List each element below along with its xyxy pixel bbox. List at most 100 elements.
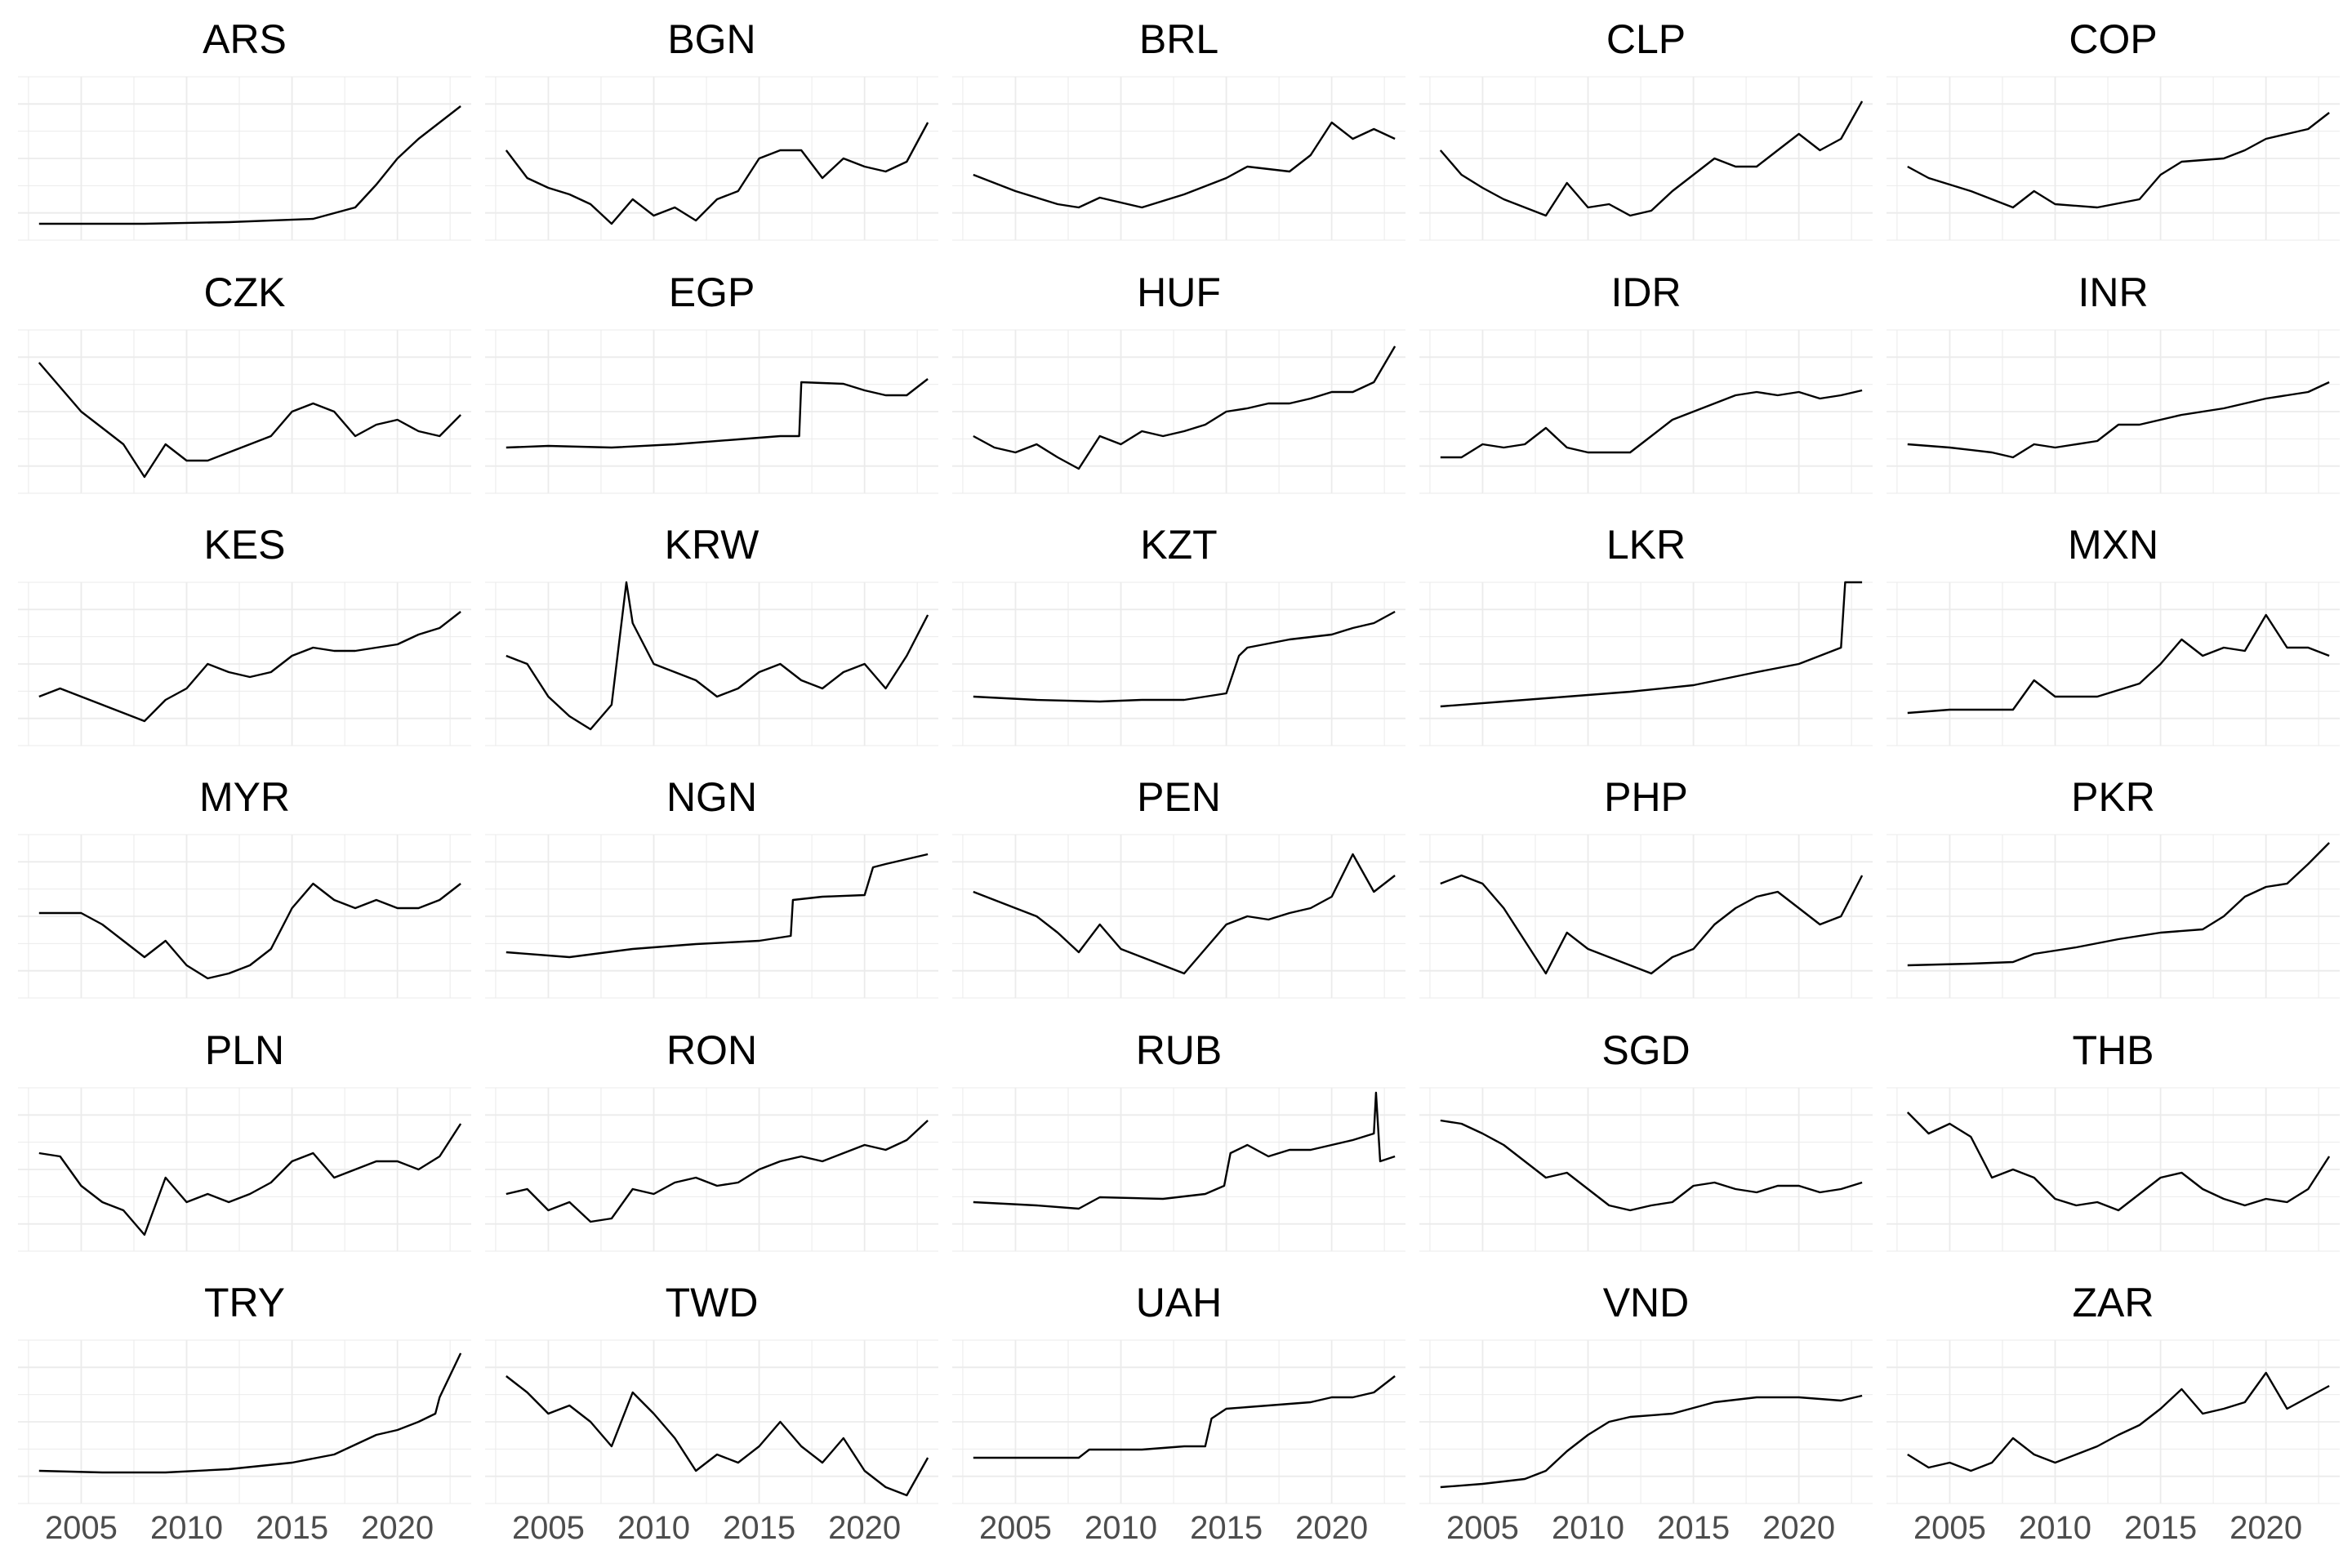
- panel-title: KES: [203, 522, 285, 568]
- panel-grid: [1419, 581, 1873, 746]
- panel-idr: IDR: [1419, 270, 1873, 494]
- panel-title: BRL: [1139, 16, 1218, 62]
- panel-grid: [18, 1339, 471, 1504]
- series-line-clp: [1439, 100, 1864, 217]
- panel-grid: [1419, 834, 1873, 999]
- panel-title: CLP: [1606, 16, 1686, 62]
- panel-try: TRY 2005 2010 2015 2020: [18, 1280, 471, 1546]
- panel-clp: CLP: [1419, 16, 1873, 241]
- panel-title: IDR: [1610, 270, 1681, 315]
- panel-title: PKR: [2071, 774, 2155, 820]
- panel-title: ARS: [203, 16, 287, 62]
- panel-title: PLN: [205, 1027, 284, 1073]
- series-line-egp: [506, 378, 929, 449]
- series-line-ngn: [506, 853, 929, 959]
- series-line-thb: [1906, 1111, 2331, 1212]
- panel-grid: [18, 1087, 471, 1252]
- panel-cop: COP: [1886, 16, 2340, 241]
- panel-grid: [1886, 76, 2340, 241]
- series-line-uah: [973, 1375, 1396, 1459]
- panel-title: VND: [1603, 1280, 1690, 1325]
- panel-title: UAH: [1136, 1280, 1223, 1325]
- panel-lkr: LKR: [1419, 522, 1873, 746]
- panel-grid: [952, 329, 1405, 494]
- panel-grid: [18, 76, 471, 241]
- series-line-idr: [1440, 389, 1863, 459]
- panel-vnd: VND 2005 2010 2015 2020: [1419, 1280, 1873, 1546]
- panel-grid: [485, 76, 938, 241]
- panel-sgd: SGD: [1419, 1027, 1873, 1252]
- series-line-lkr: [1440, 581, 1863, 708]
- panel-grid: [18, 581, 471, 746]
- panel-title: RON: [666, 1027, 757, 1073]
- x-tick-label: 2010: [1085, 1510, 1157, 1546]
- panel-title: NGN: [666, 774, 757, 820]
- x-tick-label: 2020: [1295, 1510, 1368, 1546]
- series-line-pkr: [1907, 842, 2330, 967]
- panel-kzt: KZT: [952, 522, 1405, 746]
- panel-bgn: BGN: [485, 16, 938, 241]
- x-tick-label: 2015: [1190, 1510, 1263, 1546]
- panel-title: EGP: [669, 270, 755, 315]
- series-line-php: [1440, 874, 1864, 975]
- panel-title: MXN: [2068, 522, 2158, 568]
- panel-grid: [952, 1087, 1405, 1252]
- panel-grid: [18, 329, 471, 494]
- x-tick-label: 2010: [150, 1510, 223, 1546]
- panel-grid: [485, 329, 938, 494]
- panel-czk: CZK: [18, 270, 471, 494]
- series-line-kzt: [973, 610, 1396, 703]
- panel-ngn: NGN: [485, 774, 938, 999]
- panel-grid: [952, 581, 1405, 746]
- x-tick-label: 2010: [1552, 1510, 1624, 1546]
- series-line-twd: [506, 1375, 929, 1497]
- panel-title: RUB: [1136, 1027, 1223, 1073]
- panel-grid: [485, 1087, 938, 1252]
- panel-title: THB: [2073, 1027, 2154, 1073]
- panel-grid: [485, 581, 938, 746]
- x-tick-label: 2015: [723, 1510, 795, 1546]
- panel-title: KZT: [1140, 522, 1217, 568]
- panel-title: ZAR: [2073, 1280, 2154, 1325]
- panel-grid: [1886, 1087, 2340, 1252]
- panel-title: TWD: [666, 1280, 759, 1325]
- panel-grid: [485, 1339, 938, 1504]
- series-line-brl: [973, 121, 1396, 209]
- series-line-pln: [38, 1123, 462, 1236]
- panel-grid: [952, 76, 1405, 241]
- series-line-huf: [973, 345, 1396, 470]
- series-line-czk: [38, 362, 461, 479]
- x-tick-label: 2005: [979, 1510, 1052, 1546]
- series-line-kes: [38, 611, 461, 723]
- x-tick-label: 2015: [1657, 1510, 1730, 1546]
- panel-zar: ZAR 2005 2010 2015 2020: [1886, 1280, 2340, 1546]
- panel-php: PHP: [1419, 774, 1873, 999]
- panel-huf: HUF: [952, 270, 1405, 494]
- panel-title: TRY: [204, 1280, 285, 1325]
- x-tick-label: 2020: [2230, 1510, 2302, 1546]
- x-tick-label: 2005: [1913, 1510, 1986, 1546]
- panel-title: CZK: [204, 270, 286, 315]
- series-line-zar: [1907, 1371, 2330, 1472]
- panel-title: COP: [2069, 16, 2157, 62]
- x-tick-label: 2015: [256, 1510, 328, 1546]
- panel-brl: BRL: [952, 16, 1405, 241]
- panel-kes: KES: [18, 522, 471, 746]
- panel-ars: ARS: [18, 16, 471, 241]
- panel-grid: [485, 834, 938, 999]
- x-tick-label: 2020: [1762, 1510, 1835, 1546]
- panel-rub: RUB: [952, 1027, 1405, 1252]
- panel-inr: INR: [1886, 270, 2340, 494]
- panel-grid: [1419, 329, 1873, 494]
- panel-title: PEN: [1137, 774, 1221, 820]
- series-line-ars: [38, 105, 461, 225]
- panel-twd: TWD 2005 2010 2015 2020: [485, 1280, 938, 1546]
- panel-grid: [1886, 329, 2340, 494]
- panel-egp: EGP: [485, 270, 938, 494]
- panel-mxn: MXN: [1886, 522, 2340, 746]
- panel-grid: [1886, 581, 2340, 746]
- panel-grid: [1886, 834, 2340, 999]
- series-line-cop: [1907, 112, 2330, 209]
- x-tick-label: 2020: [361, 1510, 434, 1546]
- x-tick-label: 2020: [828, 1510, 901, 1546]
